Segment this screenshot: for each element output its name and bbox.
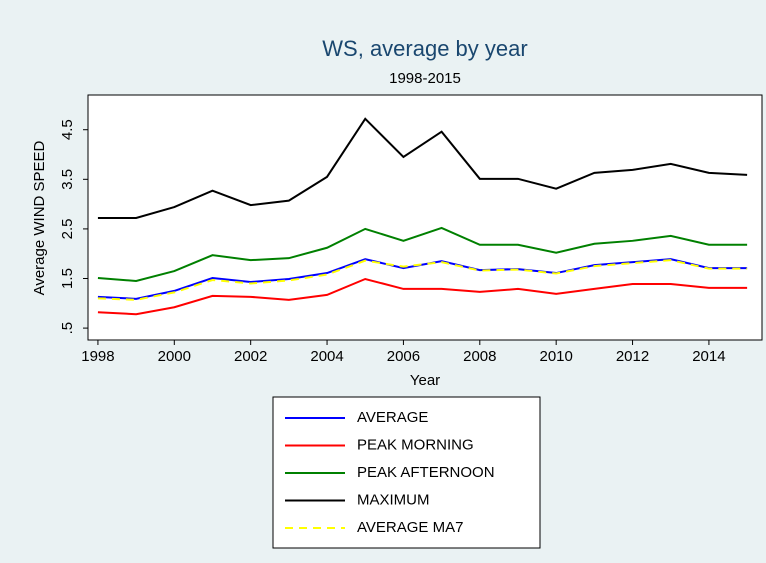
x-tick-label: 2002	[234, 348, 267, 365]
x-tick-label: 2006	[387, 348, 420, 365]
y-tick-label: 3.5	[59, 169, 76, 190]
line-series	[97, 226, 748, 282]
x-tick-label: 2004	[310, 348, 343, 365]
line-series	[97, 117, 748, 219]
legend-label: AVERAGE MA7	[357, 519, 463, 536]
x-tick-label: 2008	[463, 348, 496, 365]
x-tick-label: 1998	[81, 348, 114, 365]
line-series	[97, 259, 748, 301]
y-tick-label: .5	[59, 322, 76, 335]
y-tick-label: 4.5	[59, 119, 76, 140]
chart-title: WS, average by year	[322, 36, 527, 61]
y-tick-label: 2.5	[59, 218, 76, 239]
chart-subtitle: 1998-2015	[389, 70, 461, 87]
y-tick-label: 1.5	[59, 268, 76, 289]
x-tick-label: 2012	[616, 348, 649, 365]
y-axis-label: Average WIND SPEED	[31, 140, 48, 295]
line-series	[97, 277, 748, 316]
x-tick-label: 2014	[692, 348, 725, 365]
x-tick-label: 2010	[539, 348, 572, 365]
legend-label: PEAK MORNING	[357, 436, 474, 453]
legend-label: MAXIMUM	[357, 491, 430, 508]
legend-label: AVERAGE	[357, 409, 428, 426]
x-axis-label: Year	[410, 372, 440, 389]
legend-label: PEAK AFTERNOON	[357, 464, 495, 481]
x-tick-label: 2000	[158, 348, 191, 365]
